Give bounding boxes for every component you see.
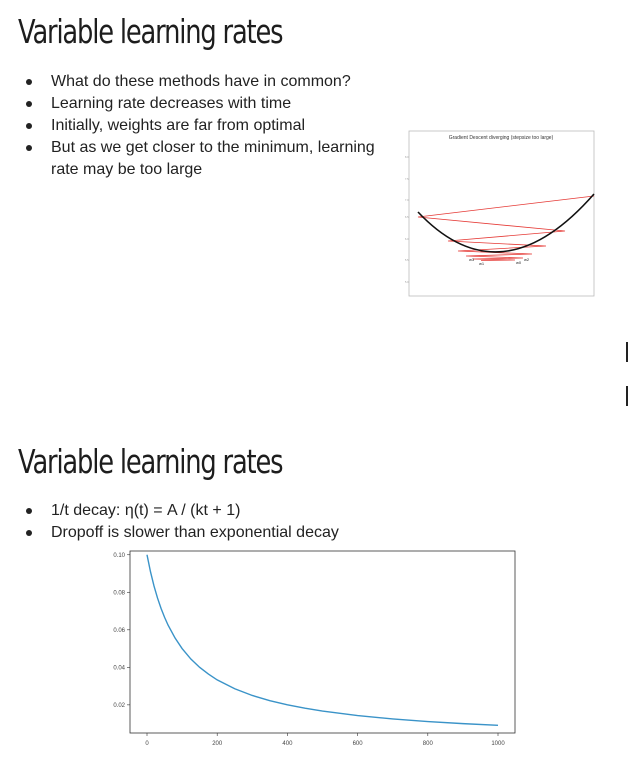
- x-tick-label: 1000: [491, 741, 505, 747]
- point-label: w1: [479, 261, 485, 266]
- point-label: w2: [524, 257, 530, 262]
- svg-text:5.5: 5.5: [405, 259, 409, 262]
- bullet-item: 1/t decay: η(t) = A / (kt + 1): [26, 500, 426, 522]
- svg-text:5.0: 5.0: [405, 281, 409, 284]
- y-tick-label: 0.06: [113, 628, 125, 634]
- bullet-item: But as we get closer to the minimum, lea…: [26, 137, 386, 181]
- bullet-item: Initially, weights are far from optimal: [26, 115, 386, 137]
- svg-text:7.0: 7.0: [405, 199, 409, 202]
- figure-frame: [408, 130, 595, 297]
- x-tick-label: 400: [282, 741, 293, 747]
- y-tick-label: 0.04: [113, 665, 125, 671]
- point-label: w0: [516, 260, 522, 265]
- bullet-item: Dropoff is slower than exponential decay: [26, 522, 426, 544]
- margin-mark: [626, 342, 628, 362]
- slide-1: Variable learning rates What do these me…: [18, 12, 595, 297]
- figure-ticks: 8.07.57.0 6.56.05.5 5.0 -1-0.50 0.51: [405, 156, 409, 284]
- bullet-list: 1/t decay: η(t) = A / (kt + 1) Dropoff i…: [26, 500, 426, 544]
- point-label: w3: [469, 257, 475, 262]
- y-tick-label: 0.02: [113, 703, 125, 709]
- decay-chart: 0.02 0.04 0.06 0.08 0.10 0 200 400 600 800 1000: [113, 550, 516, 747]
- y-tick-label: 0.08: [113, 590, 125, 596]
- svg-text:7.5: 7.5: [405, 178, 409, 181]
- gradient-descent-figure: Gradient Descent diverging (stepsize too…: [405, 130, 595, 297]
- bullet-item: What do these methods have in common?: [26, 71, 386, 93]
- slide-title: Variable learning rates: [18, 12, 284, 51]
- margin-mark: [626, 386, 628, 406]
- loss-curve: [417, 193, 595, 253]
- x-tick-label: 600: [353, 741, 364, 747]
- figure-title: Gradient Descent diverging (stepsize too…: [449, 135, 554, 141]
- bullet-list: What do these methods have in common? Le…: [26, 71, 386, 181]
- x-axis: 0 200 400 600 800 1000: [145, 733, 505, 747]
- decay-curve: [146, 554, 499, 727]
- svg-text:6.0: 6.0: [405, 238, 409, 241]
- x-tick-label: 0: [145, 741, 149, 747]
- svg-text:8.0: 8.0: [405, 156, 409, 159]
- x-tick-label: 800: [423, 741, 434, 747]
- bullet-item: Learning rate decreases with time: [26, 93, 386, 115]
- slide-2: Variable learning rates 1/t decay: η(t) …: [0, 430, 629, 758]
- plot-frame: [129, 550, 516, 734]
- x-tick-label: 200: [212, 741, 223, 747]
- y-tick-label: 0.10: [113, 553, 125, 559]
- y-axis: 0.02 0.04 0.06 0.08 0.10: [113, 553, 130, 709]
- svg-text:6.5: 6.5: [405, 216, 409, 219]
- slide-title: Variable learning rates: [18, 442, 284, 481]
